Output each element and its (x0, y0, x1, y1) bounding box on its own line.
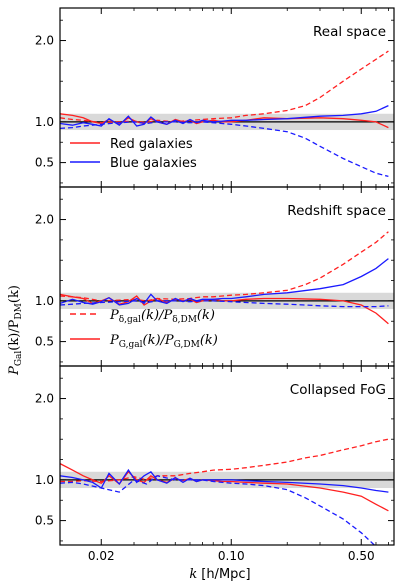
x-axis-title: k [h/Mpc] (189, 567, 250, 582)
y-tick-label: 0.5 (35, 335, 54, 349)
x-tick-label: 0.10 (218, 549, 245, 563)
y-tick-label: 0.5 (35, 156, 54, 170)
series-line-4 (60, 121, 389, 178)
x-tick-label: 0.50 (348, 549, 375, 563)
panel-label: Real space (313, 24, 386, 40)
panel-label: Redshift space (287, 203, 386, 219)
series-line-3 (60, 105, 389, 127)
legend-label: Blue galaxies (110, 156, 197, 171)
panel-frame (59, 365, 395, 546)
series-line-2 (60, 438, 389, 483)
legend-label: Pδ,gal(k)/Pδ,DM(k) (109, 308, 215, 325)
y-tick-label: 1.0 (35, 115, 54, 129)
panel-3: 0.5 1.0 2.0 0.02 0.10 0.50 Collapsed FoG (35, 365, 395, 563)
y-tick-label: 0.5 (35, 514, 54, 528)
panels: 0.5 1.0 2.0 Real space Red galaxies Blue gala… (35, 7, 395, 563)
series-line-4 (60, 475, 376, 545)
series-line-3 (60, 468, 389, 493)
y-tick-label: 2.0 (35, 213, 54, 227)
panel-1: 0.5 1.0 2.0 Real space Red galaxies Blue gala… (35, 7, 395, 188)
y-tick-label: 1.0 (35, 473, 54, 487)
series-line-2 (60, 231, 389, 302)
y-tick-label: 1.0 (35, 294, 54, 308)
y-tick-label: 2.0 (35, 34, 54, 48)
y-tick-label: 2.0 (35, 392, 54, 406)
panel-2: 0.5 1.0 2.0 Redshift space Pδ,gal(k)/Pδ,DM(k… (35, 186, 395, 367)
y-axis-title: PGal(k)/PDM(k) (7, 285, 24, 376)
legend: Pδ,gal(k)/Pδ,DM(k) PG,gal(k)/PG,DM(k) (70, 308, 218, 350)
legend-label: PG,gal(k)/PG,DM(k) (109, 333, 218, 350)
series-line-2 (60, 50, 389, 124)
x-tick-label: 0.02 (88, 549, 115, 563)
legend: Red galaxies Blue galaxies (70, 137, 197, 171)
panel-label: Collapsed FoG (290, 382, 386, 398)
legend-label: Red galaxies (110, 137, 193, 152)
series-line-4 (60, 300, 389, 308)
